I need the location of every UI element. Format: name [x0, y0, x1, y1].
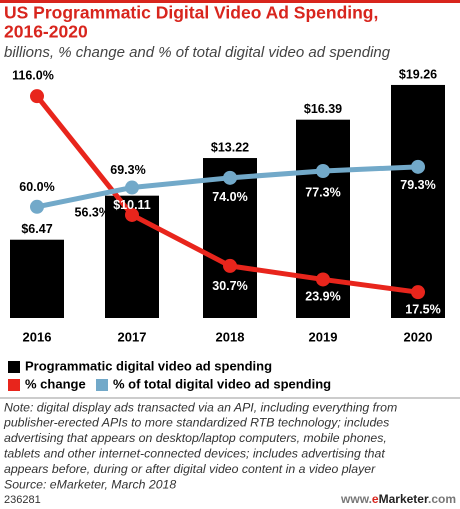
- chart-title: 2016-2020: [4, 22, 88, 42]
- legend-swatch: [8, 379, 20, 391]
- bar: [10, 239, 64, 318]
- data-label: 116.0%: [12, 68, 54, 82]
- top-rule: [0, 0, 460, 3]
- data-label: $13.22: [211, 140, 249, 154]
- data-label: 17.5%: [405, 302, 440, 316]
- source: Source: eMarketer, March 2018: [4, 477, 176, 491]
- x-tick-label: 2019: [309, 329, 338, 344]
- legend-swatch: [8, 361, 20, 373]
- point: [125, 180, 139, 195]
- bar: [391, 84, 445, 318]
- data-label: $10.11: [113, 198, 151, 212]
- logo-part: e: [372, 492, 379, 506]
- note: publisher-erected APIs to more standardi…: [3, 416, 389, 430]
- data-label: 30.7%: [212, 279, 247, 293]
- point: [316, 163, 330, 178]
- note: Note: digital display ads transacted via…: [4, 400, 397, 414]
- chart-id: 236281: [4, 494, 41, 506]
- legend-swatch: [96, 379, 108, 391]
- note: appears before, during or after digital …: [4, 462, 376, 476]
- data-label: 74.0%: [212, 190, 247, 204]
- bar: [296, 119, 350, 318]
- logo-part: .com: [428, 492, 456, 506]
- point: [411, 159, 425, 174]
- chart-subtitle: billions, % change and % of total digita…: [4, 44, 391, 61]
- legend-label: % change: [25, 376, 86, 391]
- note: advertising that appears on desktop/lapt…: [4, 431, 387, 445]
- point: [411, 285, 425, 300]
- legend-label: Programmatic digital video ad spending: [25, 358, 272, 373]
- data-label: $16.39: [304, 102, 342, 116]
- data-label: 56.3%: [75, 205, 110, 219]
- data-label: 23.9%: [305, 290, 340, 304]
- legend-label: % of total digital video ad spending: [113, 376, 331, 391]
- logo-part: www.: [340, 492, 372, 506]
- data-label: 77.3%: [305, 185, 340, 199]
- point: [125, 207, 139, 222]
- x-tick-label: 2017: [118, 329, 147, 344]
- logo: www.eMarketer.com: [340, 492, 456, 506]
- x-tick-label: 2018: [216, 329, 245, 344]
- point: [30, 199, 44, 214]
- data-label: $19.26: [399, 67, 437, 81]
- note: tablets and other internet-connected dev…: [4, 446, 385, 460]
- data-label: 69.3%: [110, 163, 145, 177]
- data-label: 79.3%: [400, 178, 435, 192]
- point: [30, 89, 44, 104]
- data-label: $6.47: [21, 222, 52, 236]
- point: [223, 258, 237, 273]
- point: [316, 272, 330, 287]
- point: [223, 170, 237, 185]
- data-label: 60.0%: [19, 180, 54, 194]
- x-tick-label: 2016: [23, 329, 52, 344]
- logo-part: Marketer: [379, 492, 429, 506]
- x-tick-label: 2020: [404, 329, 433, 344]
- chart-title: US Programmatic Digital Video Ad Spendin…: [4, 3, 378, 23]
